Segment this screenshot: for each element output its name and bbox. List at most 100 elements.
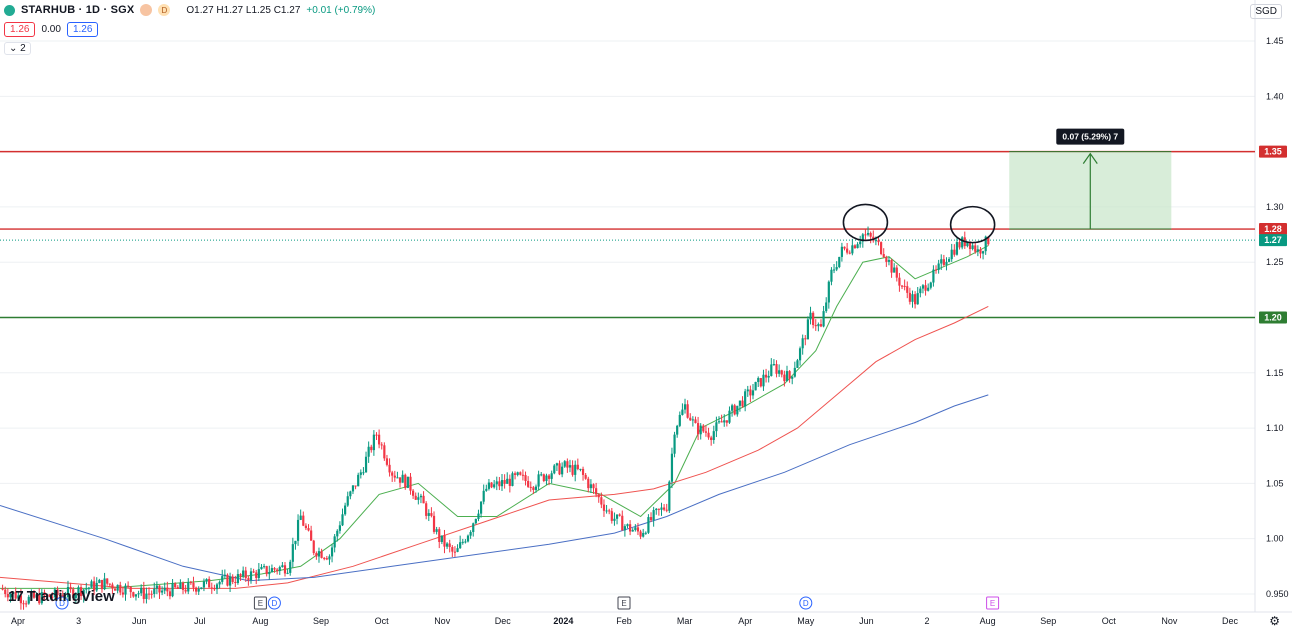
candle-body — [90, 581, 93, 588]
candle-body — [200, 587, 203, 589]
candle-body — [166, 587, 169, 592]
candle-body — [208, 578, 211, 588]
measure-label: 0.07 (5.29%) 7 — [1062, 132, 1118, 142]
moving-average-line — [0, 305, 989, 589]
candle-body — [869, 232, 872, 237]
candle-body — [961, 237, 964, 248]
candle-body — [885, 257, 888, 262]
x-tick-label: Apr — [738, 616, 752, 626]
ask-price-button[interactable]: 1.26 — [66, 22, 99, 37]
bid-price-button[interactable]: 1.26 — [4, 22, 36, 37]
candle-body — [310, 530, 313, 541]
candle-body — [623, 526, 626, 531]
candle-body — [98, 579, 101, 583]
candle-body — [631, 529, 634, 532]
candle-body — [712, 431, 715, 440]
candle-body — [537, 474, 540, 487]
candle-body — [391, 472, 394, 476]
y-tick-label: 1.05 — [1266, 478, 1284, 488]
candle-body — [432, 515, 436, 532]
candle-body — [728, 410, 731, 423]
tradingview-mark-icon: 17 — [8, 588, 24, 605]
candle-body — [370, 446, 373, 451]
candle-body — [521, 474, 525, 476]
delayed-data-badge[interactable]: D — [158, 4, 171, 16]
candle-body — [704, 431, 708, 433]
candle-body — [221, 576, 224, 582]
event-glyph: D — [803, 599, 809, 608]
candle-body — [822, 311, 825, 327]
symbol-title[interactable]: STARHUB · 1D · SGX — [21, 4, 135, 16]
candle-body — [346, 496, 349, 506]
last-price-tag-label: 1.27 — [1264, 235, 1282, 245]
y-tick-label: 1.45 — [1266, 36, 1284, 46]
candle-body — [66, 586, 70, 597]
x-tick-label: Jun — [132, 616, 147, 626]
tradingview-logo: 17 TradingView — [8, 588, 115, 605]
candle-body — [338, 525, 341, 531]
candle-body — [853, 245, 857, 249]
candle-body — [516, 472, 519, 475]
candle-body — [495, 481, 498, 485]
candle-body — [874, 240, 877, 242]
candle-body — [38, 594, 41, 604]
candle-body — [27, 596, 30, 604]
candle-body — [595, 488, 598, 495]
candle-body — [736, 405, 739, 415]
candle-body — [673, 434, 676, 454]
indicators-toggle[interactable]: ⌄ 2 — [4, 42, 31, 55]
gear-icon[interactable]: ⚙ — [1269, 614, 1280, 628]
y-tick-label: 0.950 — [1266, 589, 1289, 599]
candle-body — [605, 510, 608, 512]
candle-body — [32, 592, 36, 598]
candle-body — [506, 478, 509, 484]
candle-body — [629, 524, 632, 532]
candle-body — [848, 252, 851, 254]
candle-body — [367, 446, 370, 457]
candle-body — [53, 589, 57, 597]
candle-body — [754, 381, 757, 391]
candle-body — [576, 464, 579, 470]
candle-body — [228, 576, 232, 586]
candle-body — [364, 456, 368, 473]
x-tick-label: 2 — [924, 616, 929, 626]
candle-body — [262, 566, 266, 568]
candle-body — [74, 594, 77, 599]
candle-body — [176, 587, 179, 589]
candle-body — [835, 267, 838, 270]
candle-body — [79, 587, 83, 597]
candle-body — [846, 248, 849, 253]
candle-body — [268, 572, 271, 575]
candle-body — [153, 588, 156, 594]
candle-body — [929, 282, 932, 288]
candle-body — [226, 574, 229, 586]
candle-body — [202, 581, 206, 588]
currency-selector[interactable]: SGD — [1250, 4, 1282, 19]
candle-body — [919, 288, 922, 294]
candle-body — [780, 370, 783, 375]
candle-body — [351, 485, 355, 492]
candle-body — [942, 259, 945, 265]
candle-body — [276, 569, 279, 572]
candle-body — [924, 285, 927, 291]
candle-body — [443, 535, 446, 547]
candle-body — [330, 547, 334, 557]
candle-body — [472, 523, 475, 533]
candle-body — [22, 603, 25, 605]
candle-body — [830, 269, 833, 282]
candle-body — [746, 389, 749, 392]
candle-body — [663, 507, 666, 510]
y-tick-label: 1.10 — [1266, 423, 1284, 433]
candle-body — [979, 249, 982, 254]
candle-body — [210, 587, 213, 589]
x-tick-label: Sep — [313, 616, 329, 626]
candle-body — [252, 571, 255, 573]
candle-body — [242, 570, 245, 577]
candle-body — [273, 568, 276, 570]
candle-body — [649, 517, 653, 521]
candle-body — [69, 586, 72, 590]
candle-body — [393, 475, 396, 478]
level-tag-label: 1.35 — [1264, 147, 1282, 157]
